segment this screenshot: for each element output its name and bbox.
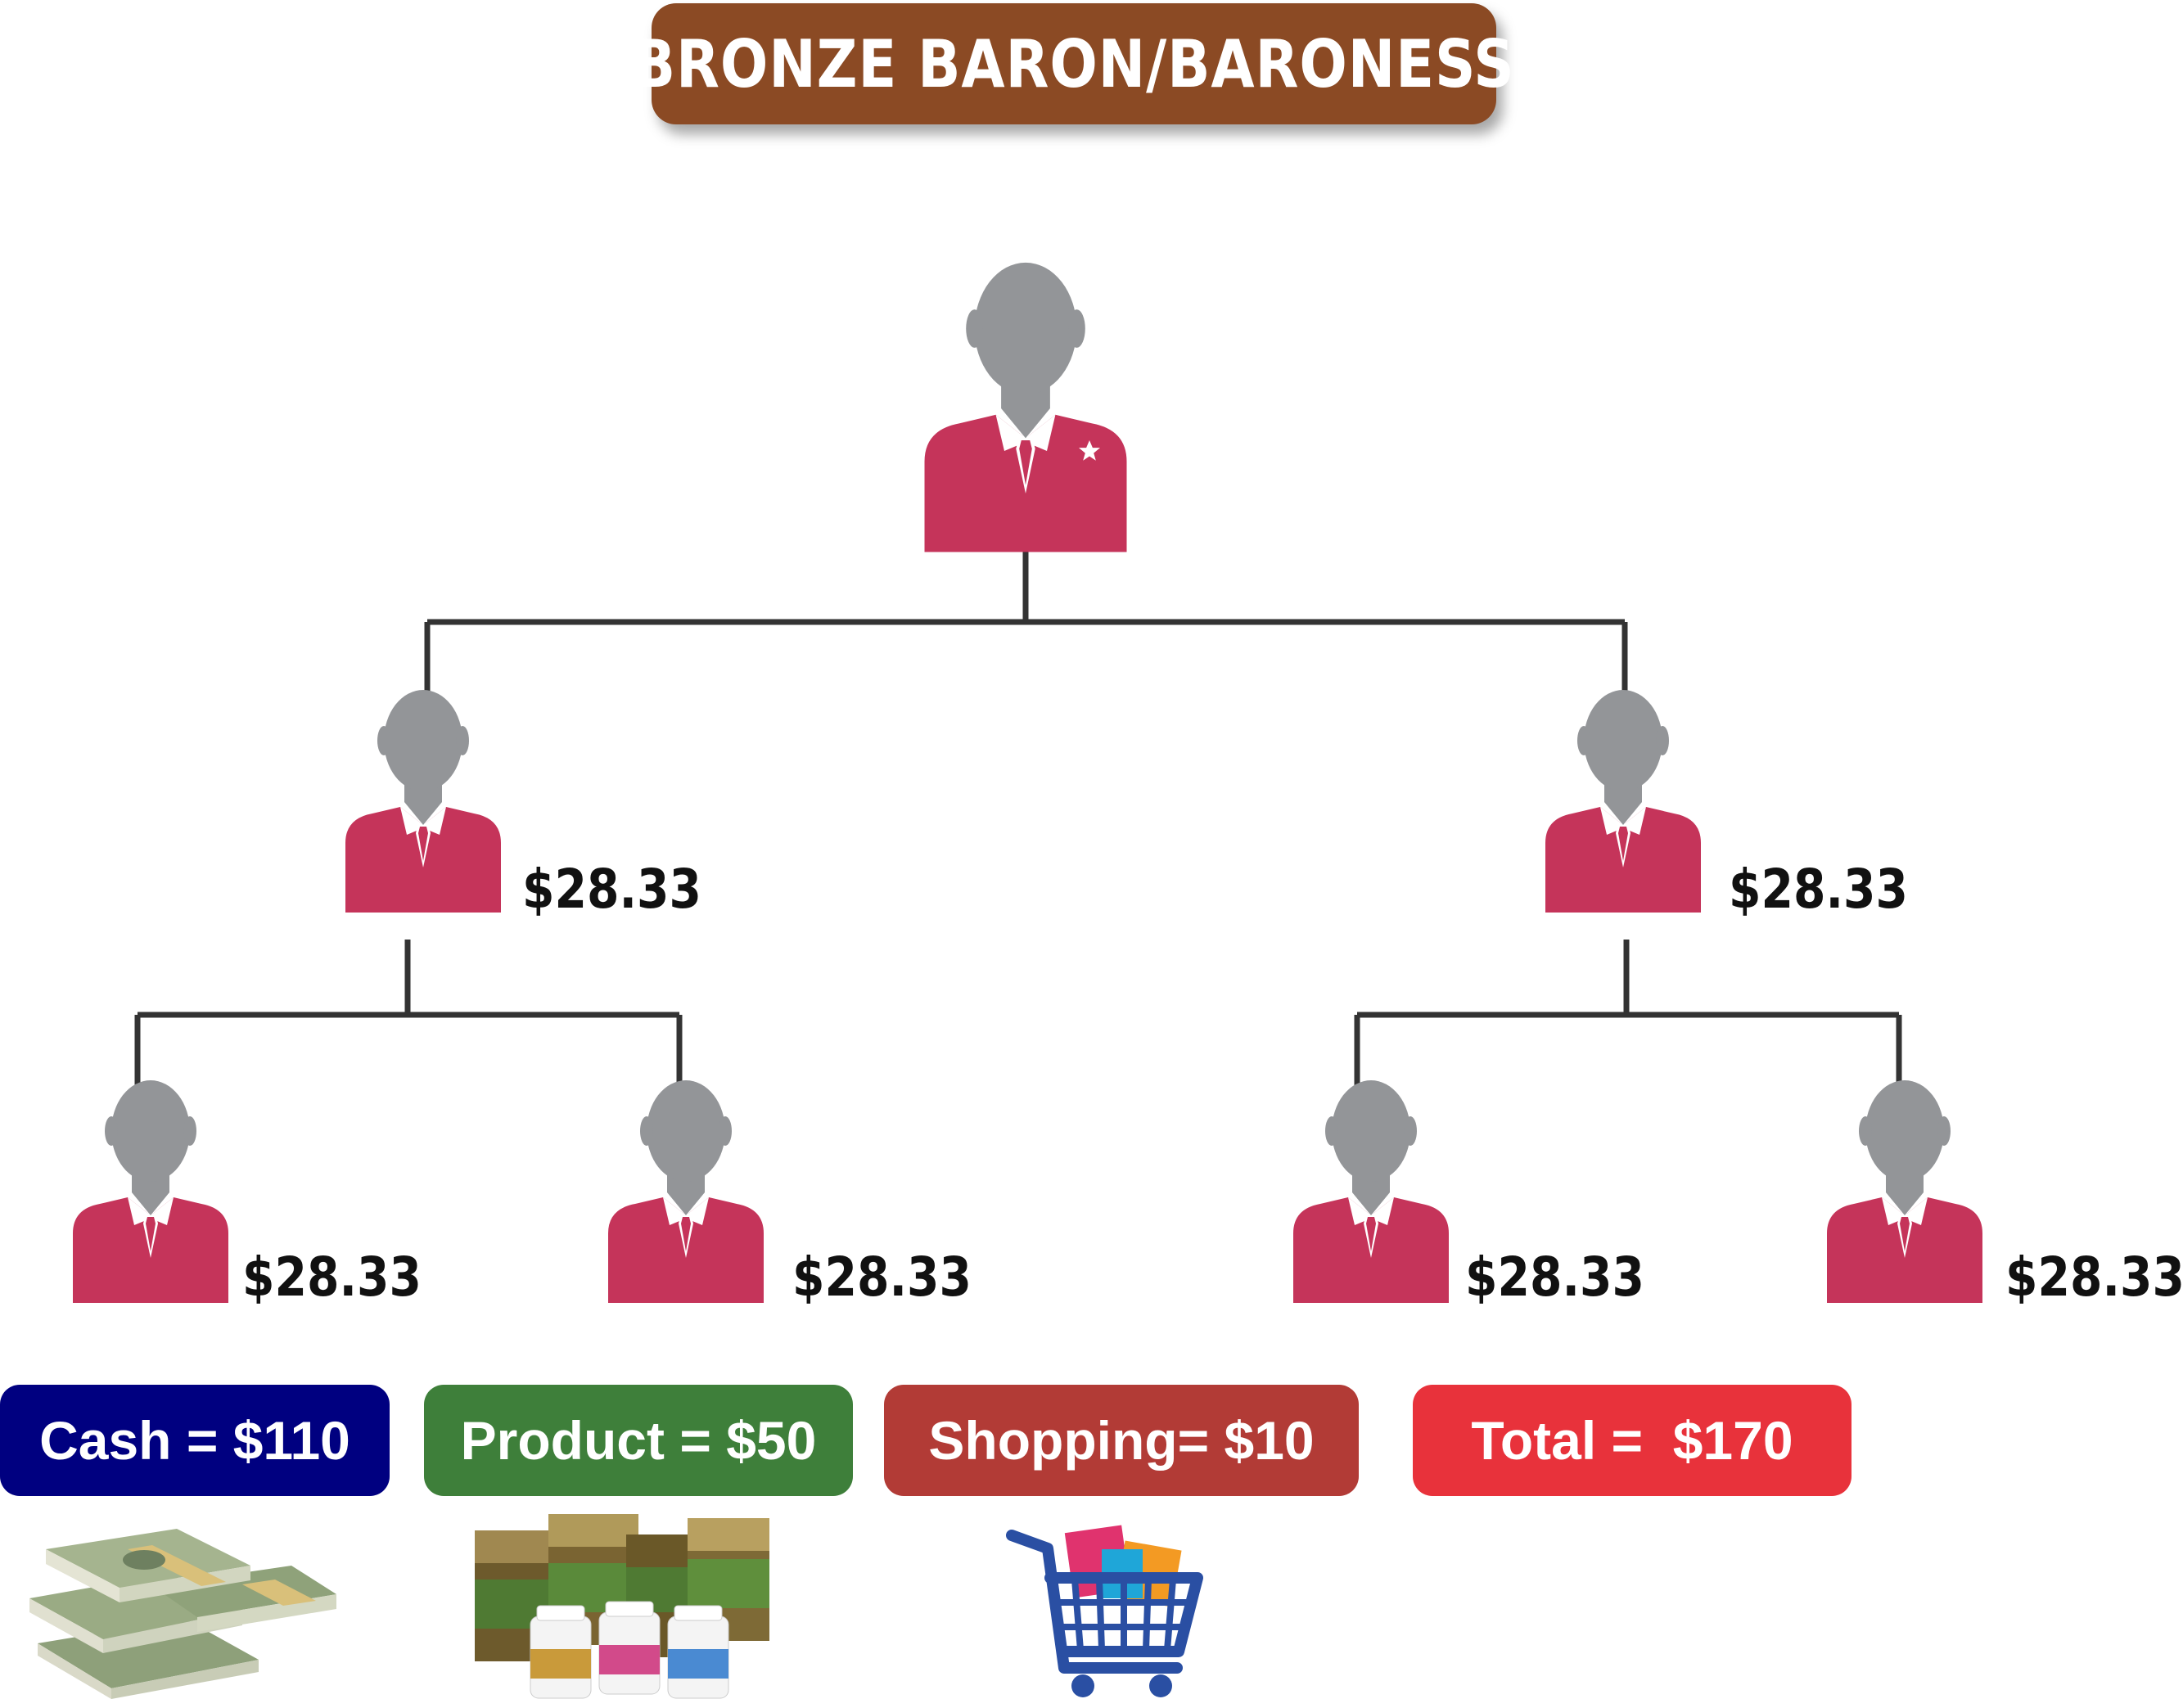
connector-lines bbox=[134, 543, 1902, 1098]
level2-amount-4: $28.33 bbox=[2005, 1246, 2183, 1309]
level2-person-icon bbox=[1293, 1080, 1449, 1303]
level1-amount-right: $28.33 bbox=[1729, 858, 1909, 921]
level2-amount-3: $28.33 bbox=[1465, 1246, 1645, 1309]
title-banner: BRONZE BARON/BARONESS bbox=[633, 3, 1514, 124]
cash-pill: Cash = $110 bbox=[0, 1385, 390, 1496]
level2-amount-2: $28.33 bbox=[792, 1246, 972, 1309]
shopping-pill: Shopping= $10 bbox=[884, 1385, 1359, 1496]
root-person-icon bbox=[924, 262, 1127, 552]
total-pill: Total = $170 bbox=[1413, 1385, 1851, 1496]
level2-amount-1: $28.33 bbox=[242, 1246, 422, 1309]
star-icon bbox=[1079, 440, 1100, 461]
shopping-cart-icon bbox=[1006, 1525, 1203, 1697]
product-pill: Product = $50 bbox=[424, 1385, 853, 1496]
level1-person-icon bbox=[1545, 690, 1701, 913]
money-stack-icon bbox=[29, 1529, 336, 1699]
level2-person-icon bbox=[608, 1080, 764, 1303]
page-title: BRONZE BARON/BARONESS bbox=[633, 25, 1515, 102]
level2-person-icon bbox=[73, 1080, 228, 1303]
level1-person-icon bbox=[345, 690, 501, 913]
level1-amount-left: $28.33 bbox=[522, 858, 702, 921]
product-boxes-icon bbox=[475, 1514, 769, 1699]
level2-person-icon bbox=[1827, 1080, 1982, 1303]
